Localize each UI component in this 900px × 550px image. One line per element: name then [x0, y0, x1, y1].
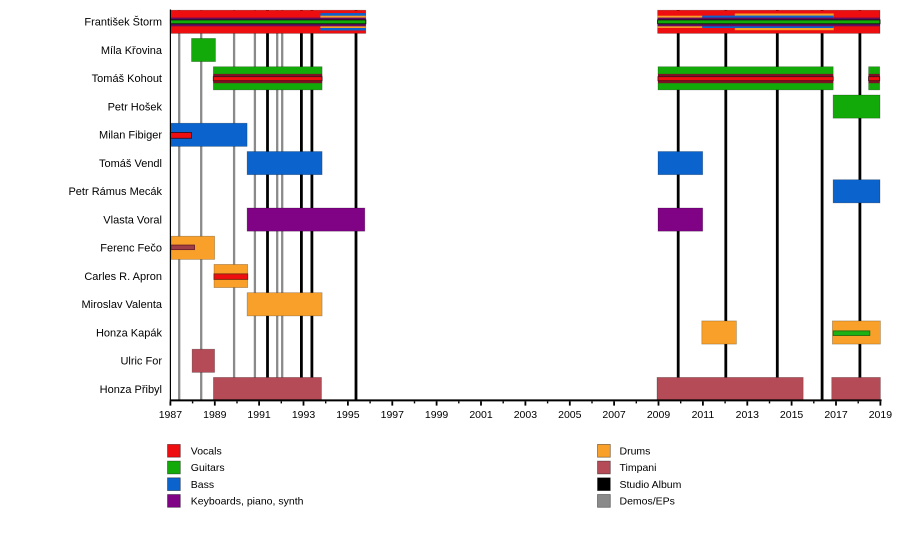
svg-text:1989: 1989	[203, 409, 227, 421]
svg-text:Míla Křovina: Míla Křovina	[101, 45, 163, 57]
svg-text:Tomáš Kohout: Tomáš Kohout	[92, 73, 162, 85]
svg-text:2003: 2003	[514, 409, 538, 421]
svg-text:2013: 2013	[736, 409, 760, 421]
svg-text:2007: 2007	[602, 409, 626, 421]
svg-text:Timpani: Timpani	[620, 462, 657, 474]
svg-text:2009: 2009	[647, 409, 671, 421]
svg-text:Petr Rámus Mecák: Petr Rámus Mecák	[68, 186, 162, 198]
svg-text:1997: 1997	[381, 409, 405, 421]
svg-text:2011: 2011	[692, 409, 715, 421]
svg-text:Vlasta Voral: Vlasta Voral	[103, 215, 162, 227]
svg-text:Milan Fibiger: Milan Fibiger	[99, 130, 162, 142]
svg-text:2005: 2005	[558, 409, 582, 421]
svg-text:Demos/EPs: Demos/EPs	[620, 496, 675, 508]
svg-text:Miroslav Valenta: Miroslav Valenta	[82, 299, 163, 311]
svg-text:Honza Kapák: Honza Kapák	[96, 327, 163, 339]
svg-text:Drums: Drums	[620, 446, 651, 458]
svg-text:Carles R. Apron: Carles R. Apron	[84, 271, 162, 283]
svg-text:1999: 1999	[425, 409, 449, 421]
svg-text:2015: 2015	[780, 409, 804, 421]
svg-text:Honza Přibyl: Honza Přibyl	[100, 384, 162, 396]
svg-text:Ulric For: Ulric For	[120, 356, 162, 368]
svg-text:1991: 1991	[247, 409, 271, 421]
svg-text:Vocals: Vocals	[191, 446, 222, 458]
svg-text:Bass: Bass	[191, 479, 214, 491]
svg-text:1993: 1993	[292, 409, 316, 421]
svg-text:Guitars: Guitars	[191, 462, 225, 474]
svg-text:František Štorm: František Štorm	[84, 16, 162, 29]
svg-text:2017: 2017	[824, 409, 848, 421]
svg-text:1987: 1987	[159, 409, 183, 421]
svg-text:Keyboards, piano, synth: Keyboards, piano, synth	[191, 496, 304, 508]
svg-text:Ferenc Fečo: Ferenc Fečo	[100, 243, 162, 255]
svg-text:Tomáš Vendl: Tomáš Vendl	[99, 158, 162, 170]
svg-text:2019: 2019	[869, 409, 893, 421]
svg-text:Studio Album: Studio Album	[620, 479, 682, 491]
svg-text:2001: 2001	[469, 409, 493, 421]
svg-text:1995: 1995	[336, 409, 360, 421]
svg-text:Petr Hošek: Petr Hošek	[108, 102, 163, 114]
